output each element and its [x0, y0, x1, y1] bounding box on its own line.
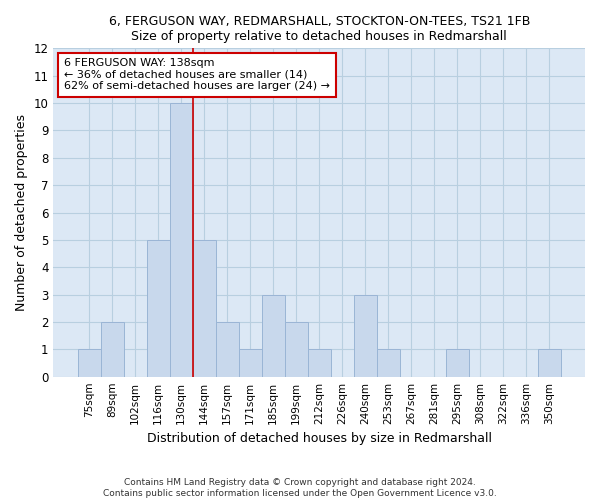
Bar: [308, 350, 331, 376]
Title: 6, FERGUSON WAY, REDMARSHALL, STOCKTON-ON-TEES, TS21 1FB
Size of property relati: 6, FERGUSON WAY, REDMARSHALL, STOCKTON-O…: [109, 15, 530, 43]
Bar: [446, 350, 469, 376]
Bar: [101, 322, 124, 376]
Bar: [170, 103, 193, 376]
Bar: [146, 240, 170, 376]
Text: 6 FERGUSON WAY: 138sqm
← 36% of detached houses are smaller (14)
62% of semi-det: 6 FERGUSON WAY: 138sqm ← 36% of detached…: [64, 58, 330, 92]
X-axis label: Distribution of detached houses by size in Redmarshall: Distribution of detached houses by size …: [147, 432, 492, 445]
Bar: [77, 350, 101, 376]
Y-axis label: Number of detached properties: Number of detached properties: [15, 114, 28, 311]
Bar: [377, 350, 400, 376]
Bar: [262, 294, 284, 376]
Bar: [215, 322, 239, 376]
Bar: [193, 240, 215, 376]
Bar: [538, 350, 561, 376]
Bar: [284, 322, 308, 376]
Text: Contains HM Land Registry data © Crown copyright and database right 2024.
Contai: Contains HM Land Registry data © Crown c…: [103, 478, 497, 498]
Bar: [354, 294, 377, 376]
Bar: [239, 350, 262, 376]
